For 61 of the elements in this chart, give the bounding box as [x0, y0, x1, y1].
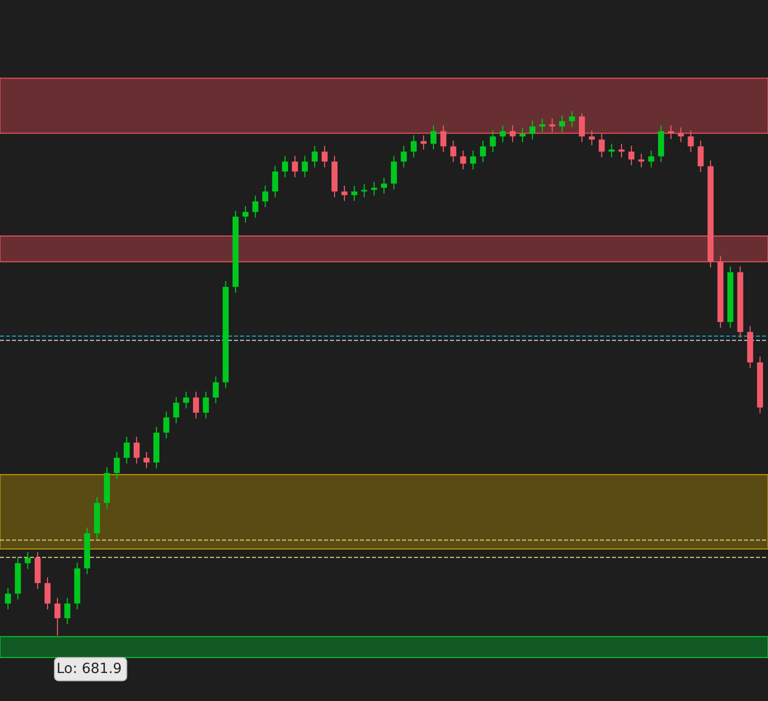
candlestick: [688, 130, 694, 153]
candlestick: [608, 143, 615, 158]
candlestick: [588, 130, 595, 146]
candlestick: [64, 597, 70, 624]
candlestick: [292, 155, 298, 178]
candlestick: [460, 150, 466, 170]
candlestick: [202, 391, 209, 419]
candlestick: [24, 552, 31, 570]
candlestick: [124, 436, 130, 464]
candlestick: [144, 452, 150, 469]
candlestick: [420, 134, 427, 150]
candlestick: [569, 110, 576, 128]
candlestick: [410, 134, 417, 158]
candlestick: [618, 143, 624, 158]
candlestick: [559, 114, 566, 133]
candlestick: [192, 391, 199, 419]
candlestick: [678, 126, 684, 143]
candlestick: [549, 118, 556, 133]
candlestick: [539, 118, 546, 133]
candlestick: [262, 185, 268, 208]
candlestick: [44, 576, 51, 610]
candlestick: [322, 145, 328, 168]
candlestick: [628, 145, 634, 166]
candlestick: [698, 140, 704, 173]
candlestick: [361, 184, 368, 198]
candlestick: [242, 206, 248, 223]
candlestick: [341, 185, 348, 202]
candlestick: [134, 436, 140, 464]
candlestick: [400, 145, 407, 168]
candlestick: [470, 150, 476, 170]
candlestick: [163, 411, 170, 439]
candlestick: [282, 155, 288, 178]
candlestick: [450, 140, 456, 163]
candlestick: [510, 124, 516, 143]
candlestick: [520, 128, 526, 143]
candlestick: [183, 391, 190, 410]
candlestick: [500, 124, 506, 143]
candlestick: [529, 120, 536, 140]
candlestick: [302, 155, 308, 178]
text: Lo: 681.9: [56, 661, 122, 678]
candlestick: [440, 124, 446, 153]
candlestick: [578, 112, 585, 143]
candlestick: [212, 376, 219, 404]
candlestick: [648, 150, 654, 168]
candlestick: [173, 396, 180, 424]
candlestick: [272, 165, 278, 198]
candlestick: [114, 452, 120, 480]
candlestick: [371, 182, 378, 196]
candlestick: [381, 177, 387, 194]
candlestick: [480, 140, 486, 163]
candlestick: [598, 133, 605, 158]
candlestick: [668, 124, 674, 140]
candlestick: [54, 597, 60, 636]
candlestick: [390, 155, 397, 190]
candlestick: [490, 130, 496, 153]
candlestick: [4, 587, 11, 610]
candlestick: [252, 195, 258, 218]
candlestick: [351, 185, 358, 202]
candlestick: [430, 124, 436, 150]
candlestick: [312, 145, 318, 168]
candlestick: [638, 153, 644, 168]
